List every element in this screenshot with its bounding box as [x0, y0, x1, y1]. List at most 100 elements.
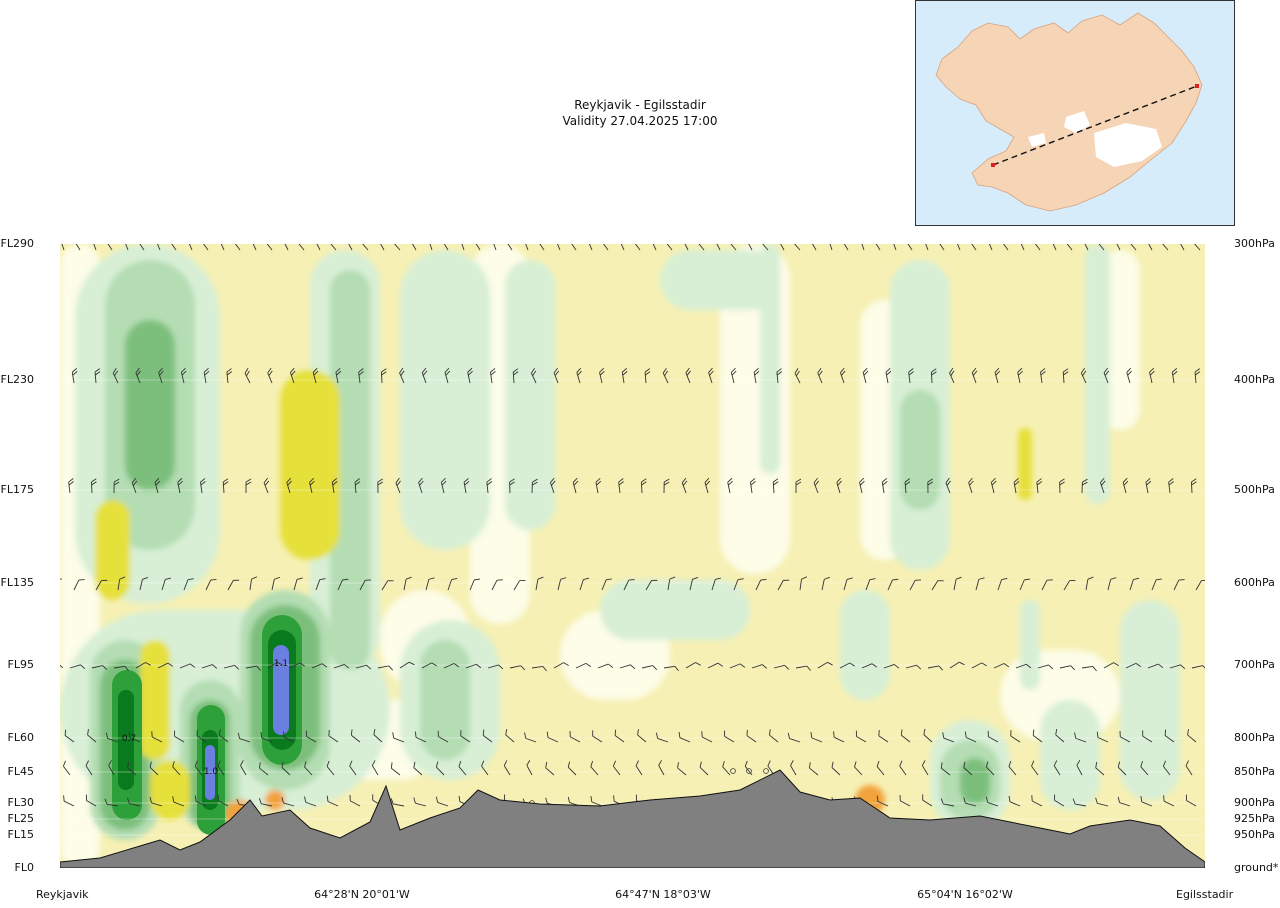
wind-barb-shaft [746, 244, 753, 251]
wind-barb-shaft [219, 734, 229, 743]
wind-barb-feather [1164, 729, 1167, 736]
wind-barb-shaft [971, 662, 982, 669]
wind-barb [930, 368, 937, 384]
wind-barb-feather [414, 731, 417, 738]
wind-barb [314, 244, 321, 251]
wind-barb [459, 244, 465, 251]
wind-barb-feather [460, 730, 462, 737]
wind-barb [245, 665, 261, 671]
wind-barb-feather [328, 730, 330, 736]
wind-barb-shaft [355, 664, 367, 669]
wind-barb [592, 730, 603, 743]
wind-barb [203, 368, 210, 384]
wind-barb-feather [200, 236, 206, 241]
wind-barb [1194, 368, 1201, 384]
wind-barb-feather [60, 238, 66, 242]
wind-barb-feather [305, 730, 307, 737]
wind-barb-feather [523, 235, 529, 240]
wind-barb-feather [715, 577, 721, 580]
wind-barb-shaft [623, 579, 630, 591]
inset-map-svg [935, 12, 1203, 212]
wind-barb-feather [556, 238, 562, 243]
wind-barb-feather [312, 367, 318, 373]
wind-barb-feather [259, 762, 261, 769]
wind-barb [619, 244, 625, 251]
wind-barb-shaft [131, 482, 137, 494]
wind-barb-feather [441, 235, 447, 240]
wind-barb [157, 662, 174, 669]
wind-barb-shaft [438, 736, 449, 743]
wind-barb-feather [220, 238, 226, 243]
wind-barb-shaft [685, 372, 691, 384]
wind-barb-feather [882, 481, 888, 486]
wind-barb [881, 478, 888, 494]
wind-barb-feather [1142, 730, 1144, 737]
wind-barb-feather [927, 481, 934, 486]
wind-barb [392, 244, 401, 251]
wind-barb-feather [41, 235, 47, 240]
wind-barb [1019, 578, 1031, 591]
wind-barb [104, 798, 119, 807]
wind-barb-feather [80, 664, 86, 670]
wind-barb-feather [759, 236, 765, 242]
wind-barb-shaft [444, 372, 449, 384]
wind-barb-shaft [395, 482, 401, 494]
wind-barb-feather [388, 665, 394, 671]
wind-barb [922, 794, 933, 807]
pressure-level-label: 300hPa [1234, 237, 1275, 250]
wind-barb-feather [651, 238, 657, 243]
wind-barb-feather [1157, 663, 1164, 669]
wind-barb [633, 244, 641, 251]
wind-barb-feather [607, 663, 614, 669]
wind-barb-feather [970, 238, 976, 243]
wind-barb-feather [1117, 761, 1121, 768]
wind-barb [85, 794, 97, 807]
flight-level-label: FL30 [7, 796, 34, 809]
wind-barb-shaft [283, 802, 295, 807]
wind-barb-feather [987, 235, 993, 240]
wind-barb-feather [1201, 579, 1205, 581]
wind-barb [1145, 477, 1152, 494]
wind-barb-shaft [263, 482, 269, 494]
wind-barb-shaft [465, 663, 477, 669]
wind-barb [663, 665, 679, 672]
wind-barb-shaft [94, 372, 97, 384]
wind-barb-feather [714, 235, 720, 240]
wind-barb-feather [181, 367, 186, 373]
wind-barb-feather [1040, 368, 1046, 373]
wind-barb-feather [701, 731, 703, 738]
wind-barb [1032, 729, 1043, 743]
wind-barb-feather [366, 664, 372, 670]
wind-barb-feather [119, 576, 126, 580]
wind-barb [349, 760, 357, 776]
wind-barb [587, 244, 593, 251]
humidity-region-green_pale [840, 590, 890, 700]
wind-barb-feather [444, 367, 450, 373]
wind-barb [799, 576, 808, 591]
wind-barb-shaft [108, 765, 115, 776]
wind-barb [1085, 576, 1094, 591]
wind-barb-shaft [403, 579, 407, 591]
wind-barb-feather [464, 480, 470, 486]
wind-barb-feather [745, 235, 751, 240]
wind-barb [839, 662, 855, 669]
wind-barb-feather [859, 235, 865, 239]
wind-barb-shaft [421, 662, 432, 669]
wind-barb-shaft [557, 579, 562, 591]
wind-barb [425, 577, 435, 591]
wind-barb [841, 244, 849, 251]
wind-barb-feather [336, 370, 342, 376]
wind-barb-feather [476, 663, 482, 669]
wind-barb-feather [773, 481, 779, 486]
wind-barb-shaft [760, 244, 769, 251]
wind-barb [667, 576, 676, 591]
wind-barb [183, 578, 194, 591]
wind-barb-shaft [1122, 482, 1127, 494]
flight-level-label: FL0 [14, 861, 34, 874]
wind-barb-shaft [428, 244, 433, 251]
wind-barb-shaft [619, 244, 625, 251]
wind-barb [635, 760, 643, 776]
wind-barb [94, 368, 101, 384]
wind-barb [227, 579, 240, 591]
wind-barb [481, 760, 489, 776]
